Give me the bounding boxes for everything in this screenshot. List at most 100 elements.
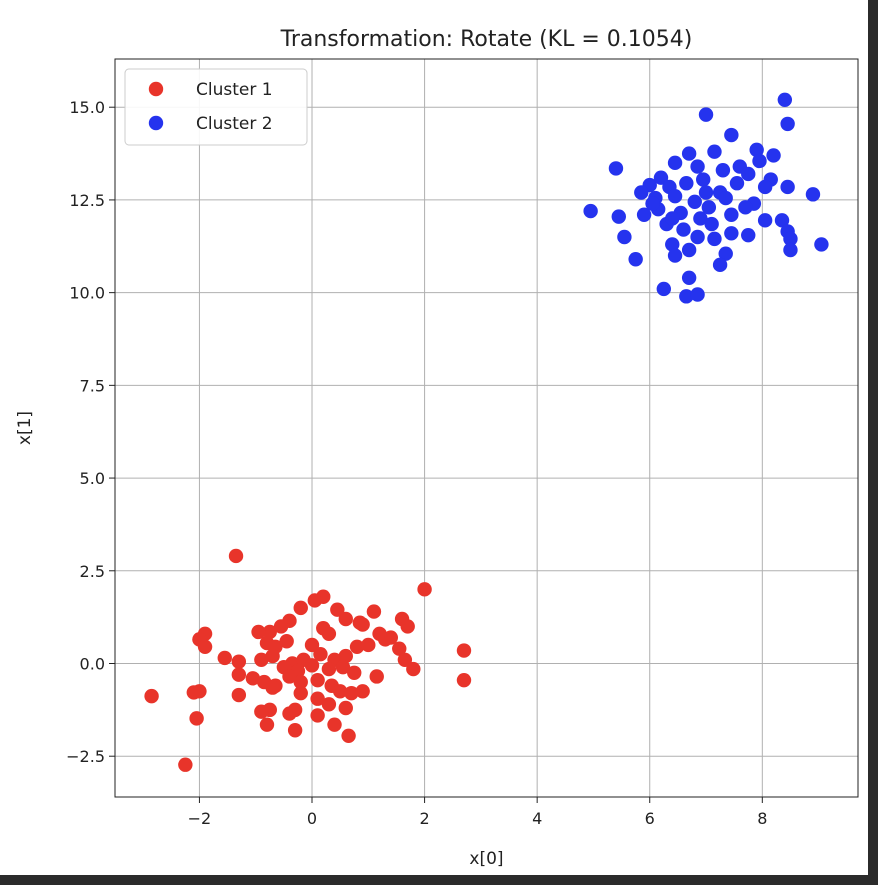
cluster-1-point — [310, 672, 325, 688]
legend-box — [124, 68, 308, 146]
cluster-1-point — [197, 639, 213, 655]
cluster-1-point — [456, 643, 472, 658]
cluster-2-point — [636, 207, 652, 222]
cluster-2-point — [667, 189, 683, 204]
cluster-2-point — [665, 237, 680, 252]
cluster-1-point — [304, 637, 320, 653]
cluster-1-point — [406, 661, 421, 677]
cluster-1-point — [321, 626, 337, 642]
cluster-2-point — [667, 155, 683, 171]
cluster-1-point — [144, 688, 159, 704]
cluster-1-point — [287, 723, 303, 738]
cluster-1-point — [366, 604, 382, 619]
cluster-1-point — [251, 624, 266, 640]
cluster-2-point — [698, 107, 714, 122]
cluster-2-point — [696, 172, 711, 187]
cluster-1-point — [344, 685, 359, 701]
cluster-1-point — [273, 619, 289, 634]
chart-title: Transformation: Rotate (KL = 0.1054) — [280, 27, 693, 52]
cluster-2-point — [757, 213, 773, 228]
axis-ticks: −2 0 2 4 6 8 −2.5 0.0 2.5 5.0 7.5 10.0 12.5 15.0 — [66, 98, 767, 828]
legend-label: Cluster 2 — [196, 114, 273, 134]
cluster-2-point — [712, 257, 728, 273]
cluster-2-point — [681, 270, 697, 286]
cluster-2-point — [729, 176, 745, 191]
cluster-1-point — [265, 680, 280, 695]
cluster-1-point — [400, 619, 415, 634]
cluster-2-point — [752, 153, 767, 169]
cluster-2-point — [715, 163, 731, 178]
cluster-1-point — [355, 684, 370, 699]
cluster-1-point — [338, 648, 353, 664]
cluster-2-point — [698, 185, 714, 200]
cluster-2-point — [774, 213, 790, 228]
cluster-2-point — [693, 211, 708, 226]
cluster-2-point — [704, 216, 719, 232]
cluster-1-point — [293, 685, 308, 701]
cluster-1-point — [456, 672, 472, 688]
y-tick-label: 7.5 — [80, 376, 105, 395]
cluster-1-point — [321, 697, 337, 712]
cluster-2-point — [667, 248, 683, 263]
cluster-1-point — [178, 757, 193, 772]
cluster-1-point — [217, 650, 232, 666]
cluster-1-point — [330, 602, 345, 617]
x-tick-label: 6 — [645, 809, 655, 828]
cluster-2-point — [749, 142, 764, 158]
cluster-2-point — [681, 242, 697, 258]
cluster-1-point — [228, 548, 244, 564]
cluster-2-point — [687, 194, 702, 209]
cluster-1-point — [231, 687, 247, 703]
cluster-1-point — [332, 684, 348, 699]
cluster-2-point — [679, 176, 694, 191]
cluster-1-point — [254, 704, 269, 719]
cluster-2-point — [724, 226, 739, 241]
cluster-2-point — [656, 281, 672, 297]
cluster-2-point — [738, 200, 753, 215]
legend: Cluster 1 Cluster 2 — [124, 68, 308, 146]
cluster-1-point — [265, 648, 280, 664]
cluster-2-point — [679, 289, 694, 304]
cluster-1-point — [313, 647, 328, 662]
cluster-2-point — [814, 237, 829, 252]
cluster-1-point — [338, 611, 353, 627]
x-tick-label: 2 — [419, 809, 429, 828]
cluster-1-point — [361, 637, 376, 653]
cluster-2-point — [766, 148, 781, 163]
cluster-2-point — [724, 207, 739, 222]
cluster-1-point — [347, 665, 362, 680]
y-tick-label: −2.5 — [66, 747, 105, 766]
x-axis-label: x[0] — [469, 849, 503, 869]
plot-area-frame — [114, 58, 859, 798]
cluster-1-point — [307, 593, 323, 608]
cluster-1-point — [338, 700, 353, 716]
cluster-2-point — [707, 231, 722, 247]
cluster-1-point — [310, 691, 325, 706]
cluster-2-point — [741, 166, 756, 182]
y-tick-label: 12.5 — [69, 191, 105, 210]
cluster-1-point — [245, 671, 261, 686]
y-axis-label: x[1] — [15, 411, 35, 445]
cluster-2-point — [583, 203, 598, 219]
x-tick-label: −2 — [188, 809, 212, 828]
legend-marker — [148, 115, 164, 131]
cluster-1-point — [321, 661, 337, 677]
cluster-2-point — [690, 159, 705, 174]
cluster-1-point — [377, 632, 393, 647]
cluster-2-point — [777, 92, 793, 107]
y-tick-label: 0.0 — [80, 654, 105, 673]
cluster-2-point — [611, 209, 626, 224]
figure-frame: −2 0 2 4 6 8 −2.5 0.0 2.5 5.0 7.5 10.0 12.5 15.0 Tran… — [0, 0, 868, 875]
cluster-1-point — [349, 639, 365, 655]
cluster-1-point — [392, 641, 407, 656]
y-tick-label: 15.0 — [69, 98, 105, 117]
cluster-2-point — [718, 246, 733, 261]
cluster-2-point — [707, 144, 722, 159]
cluster-2-point — [783, 242, 798, 258]
cluster-1-point — [189, 711, 204, 726]
x-tick-label: 4 — [532, 809, 542, 828]
cluster-2-point — [724, 127, 739, 143]
cluster-2-point — [757, 179, 773, 195]
cluster-1-point — [262, 624, 277, 640]
cluster-2-point — [628, 252, 643, 267]
